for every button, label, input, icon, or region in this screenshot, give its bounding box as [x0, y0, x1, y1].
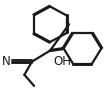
Text: N: N — [2, 55, 11, 68]
Text: OH: OH — [53, 55, 71, 68]
